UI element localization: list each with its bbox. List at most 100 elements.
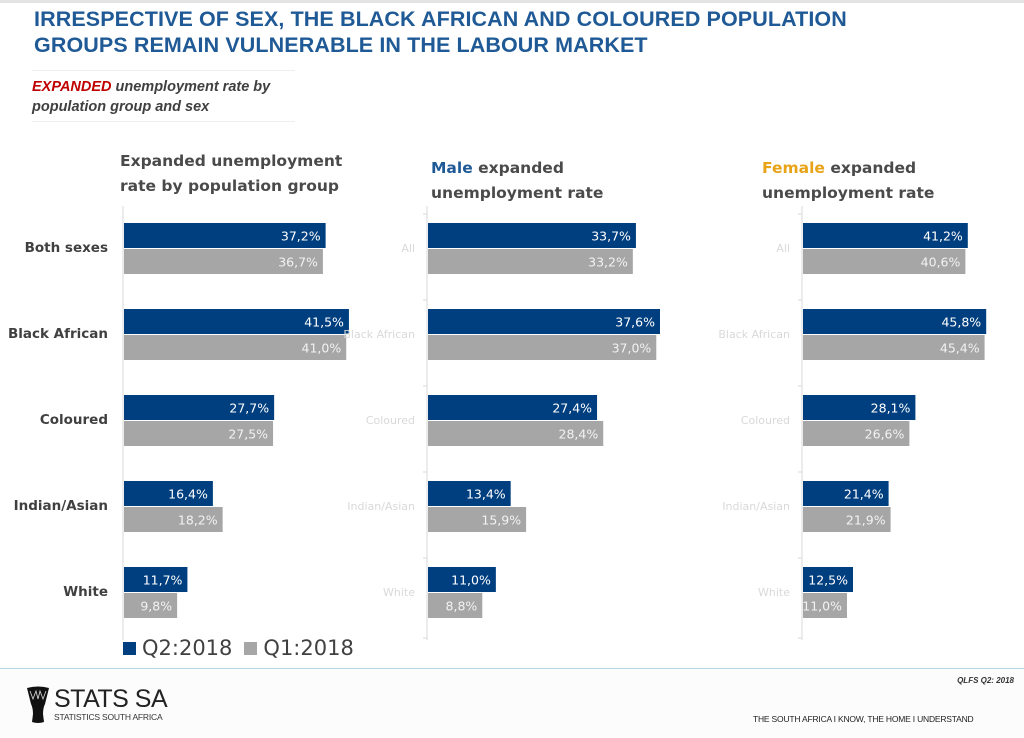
data-label: 11,7% <box>143 573 183 588</box>
bar-q1 <box>428 507 527 532</box>
bar-q2 <box>428 567 496 592</box>
bar-q2 <box>124 309 349 334</box>
data-label: 40,6% <box>921 255 961 270</box>
data-label: 21,9% <box>846 513 886 528</box>
data-label: 27,5% <box>228 427 268 442</box>
data-label: 11,0% <box>451 573 491 588</box>
legend-item-q2: Q2:2018 <box>123 636 232 660</box>
data-label: 26,6% <box>865 427 905 442</box>
category-label: Both sexes <box>25 240 108 256</box>
category-label: All <box>401 242 415 255</box>
bar-q2 <box>428 395 598 420</box>
data-label: 41,2% <box>923 229 963 244</box>
category-label: Black African <box>718 328 790 341</box>
chart-title-population-line1: Expanded unemployment <box>120 152 343 170</box>
category-label: Coloured <box>40 412 108 428</box>
bar-q1 <box>428 335 657 360</box>
data-label: 21,4% <box>844 487 884 502</box>
bar-q2 <box>803 223 968 248</box>
data-label: 37,2% <box>281 229 321 244</box>
data-label: 28,4% <box>559 427 599 442</box>
subtitle-line2: population group and sex <box>32 99 210 115</box>
bar-q2 <box>124 567 188 592</box>
bar-q1 <box>803 249 966 274</box>
data-label: 12,5% <box>808 573 848 588</box>
drum-icon <box>27 686 49 723</box>
data-label: 36,7% <box>278 255 318 270</box>
bar-q2 <box>124 395 275 420</box>
category-label: Indian/Asian <box>14 498 108 514</box>
data-label: 41,0% <box>302 341 342 356</box>
chart-title-male: Male expanded unemployment rate <box>431 156 603 206</box>
logo-main-text: STATS SA <box>54 685 168 713</box>
bar-q1 <box>124 335 347 360</box>
top-border <box>0 0 1024 3</box>
legend: Q2:2018 Q1:2018 <box>123 636 366 660</box>
bar-q2 <box>803 567 853 592</box>
data-label: 13,4% <box>466 487 506 502</box>
page-title-line1: IRRESPECTIVE OF SEX, THE BLACK AFRICAN A… <box>34 7 847 31</box>
data-label: 11,0% <box>802 599 842 614</box>
data-label: 41,5% <box>304 315 344 330</box>
chart-0: Both sexes 37,2% 36,7% Black African 41,5% 41… <box>8 206 349 640</box>
chart-title-female-rest: expanded <box>824 159 917 177</box>
category-label: Coloured <box>741 414 790 427</box>
chart-title-female: Female expanded unemployment rate <box>762 156 934 206</box>
data-label: 9,8% <box>140 599 172 614</box>
bar-q1 <box>428 421 604 446</box>
data-label: 18,2% <box>178 513 218 528</box>
bar-q1 <box>803 421 910 446</box>
category-label: Black African <box>343 328 415 341</box>
subtitle: EXPANDED unemployment rate by population… <box>32 77 295 117</box>
chart-title-female-line2: unemployment rate <box>762 184 935 202</box>
bar-q2 <box>803 481 889 506</box>
bar-q1 <box>803 507 891 532</box>
chart-2: All 41,2% 40,6% Black African 45,8% 45,4% Colo… <box>718 206 987 640</box>
bar-q1 <box>124 249 323 274</box>
bar-q1 <box>803 593 847 618</box>
category-label: Indian/Asian <box>347 500 415 513</box>
bar-q2 <box>803 309 987 334</box>
bar-q1 <box>428 249 633 274</box>
data-label: 27,7% <box>229 401 269 416</box>
data-label: 37,0% <box>612 341 652 356</box>
bar-q2 <box>124 481 213 506</box>
category-label: Coloured <box>366 414 415 427</box>
chart-title-male-rest: expanded <box>472 159 564 177</box>
legend-label-q2: Q2:2018 <box>142 636 233 660</box>
chart-1: All 33,7% 33,2% Black African 37,6% 37,0% Colo… <box>343 206 660 640</box>
bar-q1 <box>803 335 985 360</box>
bar-q2 <box>124 223 326 248</box>
chart-title-female-highlight: Female <box>762 159 825 177</box>
data-label: 15,9% <box>481 513 521 528</box>
legend-swatch-q2 <box>123 641 136 655</box>
data-label: 33,7% <box>591 229 631 244</box>
category-label: White <box>383 586 415 599</box>
chart-title-male-line2: unemployment rate <box>431 184 604 202</box>
logo-sub-text: STATISTICS SOUTH AFRICA <box>54 712 163 722</box>
data-label: 45,4% <box>940 341 980 356</box>
subtitle-line1: unemployment rate by <box>111 79 271 95</box>
data-label: 27,4% <box>552 401 592 416</box>
data-label: 33,2% <box>588 255 628 270</box>
bar-q2 <box>428 309 660 334</box>
subtitle-box: EXPANDED unemployment rate by population… <box>32 70 295 122</box>
page-title: IRRESPECTIVE OF SEX, THE BLACK AFRICAN A… <box>34 6 847 58</box>
data-label: 45,8% <box>941 315 981 330</box>
category-label: White <box>63 584 108 600</box>
data-label: 28,1% <box>871 401 911 416</box>
bar-q2 <box>803 395 916 420</box>
bar-q1 <box>124 421 274 446</box>
bar-q2 <box>428 223 636 248</box>
category-label: Indian/Asian <box>722 500 790 513</box>
bar-q1 <box>124 593 178 618</box>
bar-q2 <box>428 481 511 506</box>
data-label: 16,4% <box>168 487 208 502</box>
chart-title-male-highlight: Male <box>431 159 473 177</box>
legend-item-q1: Q1:2018 <box>244 636 354 660</box>
page-title-line2: GROUPS REMAIN VULNERABLE IN THE LABOUR M… <box>34 33 648 57</box>
stats-sa-logo: STATS SA STATISTICS SOUTH AFRICA <box>26 685 168 724</box>
data-label: 8,8% <box>446 599 478 614</box>
data-label: 37,6% <box>615 315 655 330</box>
